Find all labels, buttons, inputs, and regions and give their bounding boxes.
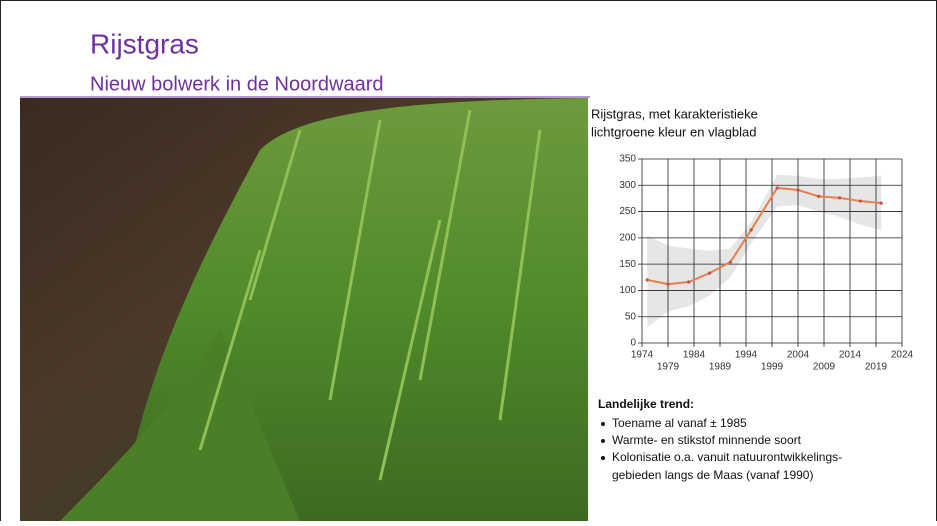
x-tick-label: 1989 <box>709 362 732 373</box>
x-tick-label: 1979 <box>657 362 680 373</box>
trend-item: gebieden langs de Maas (vanaf 1990) <box>612 468 813 482</box>
trend-list: Toename al vanaf ± 1985 Warmte- en stikst… <box>601 416 842 482</box>
x-tick-label: 2004 <box>787 350 810 361</box>
x-tick-label: 1984 <box>683 350 706 361</box>
x-tick-label: 2024 <box>891 350 914 361</box>
bullet <box>601 456 605 460</box>
y-tick-label: 250 <box>619 206 636 217</box>
subtitle: Nieuw bolwerk in de Noordwaard <box>90 73 383 95</box>
x-tick-label: 2019 <box>865 362 888 373</box>
point <box>666 282 670 286</box>
x-tick-label: 2014 <box>839 350 862 361</box>
point <box>728 260 733 264</box>
point <box>645 278 649 282</box>
x-tick-label: 1994 <box>735 350 758 361</box>
y-tick-label: 150 <box>619 259 636 270</box>
trend-item: Kolonisatie o.a. vanuit natuurontwikkeli… <box>612 450 842 464</box>
confidence-band <box>647 174 882 328</box>
caption-line: lichtgroene kleur en vlagblad <box>591 124 757 139</box>
point <box>749 228 753 232</box>
point <box>838 196 842 200</box>
photo <box>20 98 588 521</box>
x-tick-label: 1974 <box>631 350 654 361</box>
point <box>687 280 691 284</box>
point <box>775 186 779 190</box>
y-tick-label: 350 <box>619 154 636 165</box>
bullet <box>601 439 605 443</box>
point <box>708 271 712 275</box>
trend-line <box>647 186 882 286</box>
y-tick-label: 100 <box>619 285 636 296</box>
y-tick-label: 50 <box>625 311 637 322</box>
y-tick-label: 0 <box>630 338 636 349</box>
x-tick-label: 2009 <box>813 362 836 373</box>
y-tick-label: 200 <box>619 232 636 243</box>
chart: 0501001502002503003501974197919841989199… <box>619 154 913 373</box>
point <box>817 194 821 198</box>
trend-heading: Landelijke trend: <box>598 397 694 411</box>
x-tick-label: 1999 <box>761 362 784 373</box>
trend-item: Warmte- en stikstof minnende soort <box>612 433 802 447</box>
title: Rijstgras <box>90 28 199 59</box>
bullet <box>601 422 605 426</box>
caption-line: Rijstgras, met karakteristieke <box>591 106 758 121</box>
point <box>879 201 883 205</box>
point <box>796 188 800 192</box>
point <box>858 199 863 203</box>
trend-item: Toename al vanaf ± 1985 <box>612 416 747 430</box>
y-tick-label: 300 <box>619 180 636 191</box>
